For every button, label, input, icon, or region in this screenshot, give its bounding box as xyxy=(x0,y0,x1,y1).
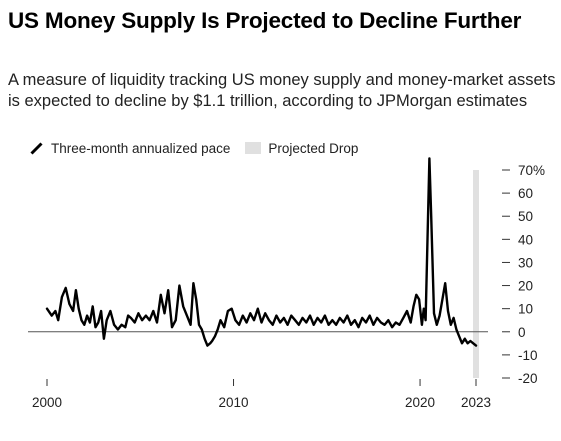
y-tick-label: 70% xyxy=(518,163,545,178)
legend-item-series: Three-month annualized pace xyxy=(30,141,230,156)
x-tick-label: 2010 xyxy=(218,395,248,410)
y-tick-label: 60 xyxy=(518,186,533,201)
chart-subtitle: A measure of liquidity tracking US money… xyxy=(8,71,556,110)
y-tick-label: 50 xyxy=(518,209,533,224)
legend-item-projection: Projected Drop xyxy=(245,141,358,156)
legend-projection-label: Projected Drop xyxy=(268,140,359,156)
x-tick-label: 2023 xyxy=(461,395,491,410)
chart-legend: Three-month annualized pace Projected Dr… xyxy=(30,138,373,158)
chart-title: US Money Supply Is Projected to Decline … xyxy=(8,8,522,33)
y-tick-label: 10 xyxy=(518,302,533,317)
projected-drop-band xyxy=(473,170,479,378)
legend-projection-swatch xyxy=(245,142,262,154)
y-tick-label: 40 xyxy=(518,232,533,247)
legend-series-label: Three-month annualized pace xyxy=(51,140,231,156)
legend-line-icon xyxy=(30,141,43,155)
y-tick-label: 20 xyxy=(518,279,533,294)
x-tick-label: 2020 xyxy=(405,395,435,410)
x-tick-label: 2000 xyxy=(32,395,62,410)
y-tick-label: 0 xyxy=(518,325,526,340)
y-tick-label: -10 xyxy=(518,348,538,363)
y-tick-label: -20 xyxy=(518,371,538,386)
y-tick-label: 30 xyxy=(518,255,533,270)
series-line-0 xyxy=(45,157,478,347)
